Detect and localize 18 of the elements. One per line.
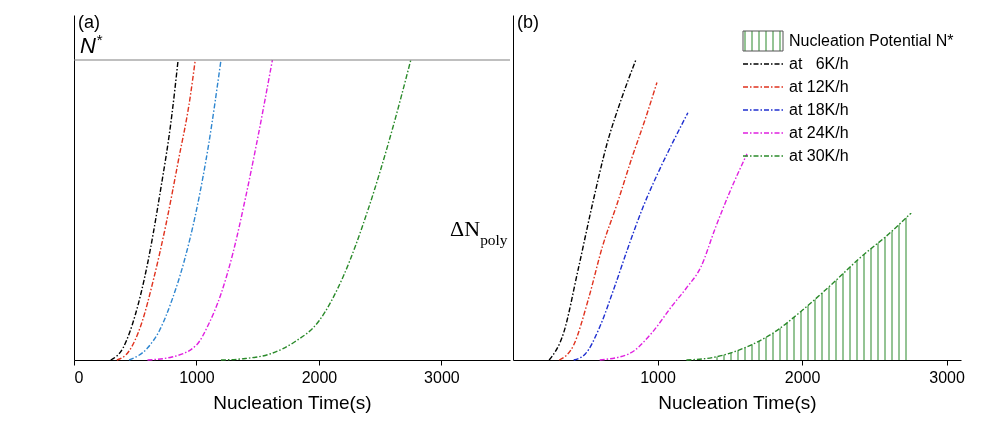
- chart-title: (a): [78, 12, 100, 32]
- x-tick-label: 0: [74, 368, 84, 386]
- legend-label: at 6K/h: [789, 55, 849, 72]
- legend-label: at 18K/h: [789, 101, 849, 118]
- chart-title: (b): [517, 12, 539, 32]
- x-tick-label: 1000: [640, 368, 676, 386]
- x-tick-label: 1000: [179, 368, 215, 386]
- x-axis-title: Nucleation Time(s): [658, 391, 817, 413]
- x-axis-title: Nucleation Time(s): [213, 391, 372, 413]
- x-tick-label: 3000: [929, 368, 965, 386]
- x-tick-label: 2000: [301, 368, 338, 386]
- x-tick-label: 2000: [784, 368, 821, 386]
- legend-label: at 12K/h: [789, 78, 849, 95]
- x-tick-label: 3000: [424, 368, 460, 386]
- legend-label: at 24K/h: [789, 124, 849, 141]
- legend-label: at 30K/h: [789, 147, 849, 164]
- y-axis-title: ΔN$_{poly}$: [450, 216, 508, 248]
- legend-label: Nucleation Potential N*: [789, 32, 954, 49]
